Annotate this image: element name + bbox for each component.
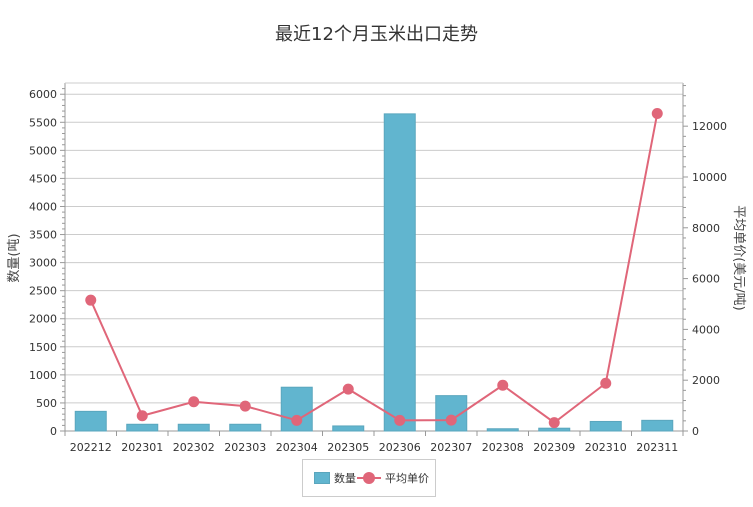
legend-line-swatch <box>357 472 381 484</box>
tick-labels: 0 500 1000 1500 2000 2500 3000 3500 4000 4500 5000… <box>29 88 727 454</box>
bars <box>74 113 674 432</box>
y-tick-label: 6000 <box>29 88 57 101</box>
x-tick-label: 202212 <box>70 441 112 454</box>
legend-label-price: 平均单价 <box>385 472 429 485</box>
y-tick-label: 2000 <box>29 313 57 326</box>
x-tick-label: 202306 <box>379 441 421 454</box>
price-point[interactable] <box>394 414 406 426</box>
y2-tick-label: 8000 <box>692 222 720 235</box>
y2-tick-label: 12000 <box>692 120 727 133</box>
y-tick-label: 0 <box>50 425 57 438</box>
bar[interactable] <box>229 423 262 432</box>
bar[interactable] <box>74 410 107 432</box>
price-line-path <box>89 113 659 424</box>
bar[interactable] <box>486 428 519 432</box>
y-tick-label: 2500 <box>29 285 57 298</box>
price-line <box>85 107 663 429</box>
price-point[interactable] <box>188 396 200 408</box>
y-tick-label: 5500 <box>29 116 57 129</box>
x-tick-label: 202301 <box>121 441 163 454</box>
y2-axis-title: 平均单价(美元/吨) <box>731 205 746 311</box>
x-tick-label: 202310 <box>585 441 627 454</box>
bar[interactable] <box>177 423 210 432</box>
y-tick-label: 4000 <box>29 200 57 213</box>
legend-bar-swatch <box>314 472 330 484</box>
x-tick-label: 202308 <box>482 441 524 454</box>
x-tick-label: 202302 <box>173 441 215 454</box>
y-axis-title: 数量(吨) <box>7 233 22 282</box>
y2-tick-label: 4000 <box>692 323 720 336</box>
legend-item-quantity[interactable]: 数量 <box>314 470 356 486</box>
y2-tick-label: 2000 <box>692 374 720 387</box>
bar[interactable] <box>641 419 674 432</box>
axes <box>60 82 688 436</box>
y-tick-label: 1500 <box>29 341 57 354</box>
gridlines <box>65 93 683 432</box>
chart-title: 最近12个月玉米出口走势 <box>275 24 478 45</box>
x-tick-label: 202307 <box>430 441 472 454</box>
bar[interactable] <box>538 427 571 432</box>
y-tick-label: 3000 <box>29 257 57 270</box>
y-tick-label: 500 <box>36 397 57 410</box>
price-point[interactable] <box>497 379 509 391</box>
price-point[interactable] <box>85 294 97 306</box>
y-tick-label: 3500 <box>29 229 57 242</box>
x-tick-label: 202305 <box>327 441 369 454</box>
price-point[interactable] <box>548 417 560 429</box>
x-tick-label: 202309 <box>533 441 575 454</box>
y-tick-label: 5000 <box>29 144 57 157</box>
bar[interactable] <box>589 420 622 432</box>
price-point[interactable] <box>600 377 612 389</box>
y2-tick-label: 0 <box>692 425 699 438</box>
y2-tick-label: 6000 <box>692 273 720 286</box>
price-point[interactable] <box>445 414 457 426</box>
price-point[interactable] <box>239 400 251 412</box>
x-tick-label: 202304 <box>276 441 318 454</box>
bar[interactable] <box>383 113 416 432</box>
price-point[interactable] <box>342 383 354 395</box>
legend: 数量 平均单价 <box>302 459 436 497</box>
bar[interactable] <box>332 425 365 432</box>
price-point[interactable] <box>291 414 303 426</box>
price-point[interactable] <box>651 107 663 119</box>
y2-tick-label: 10000 <box>692 171 727 184</box>
price-point[interactable] <box>136 410 148 422</box>
legend-item-price[interactable]: 平均单价 <box>357 470 429 486</box>
legend-label-quantity: 数量 <box>334 472 356 485</box>
y-tick-label: 4500 <box>29 172 57 185</box>
y-tick-label: 1000 <box>29 369 57 382</box>
x-tick-label: 202311 <box>636 441 678 454</box>
bar[interactable] <box>126 423 159 432</box>
x-tick-label: 202303 <box>224 441 266 454</box>
